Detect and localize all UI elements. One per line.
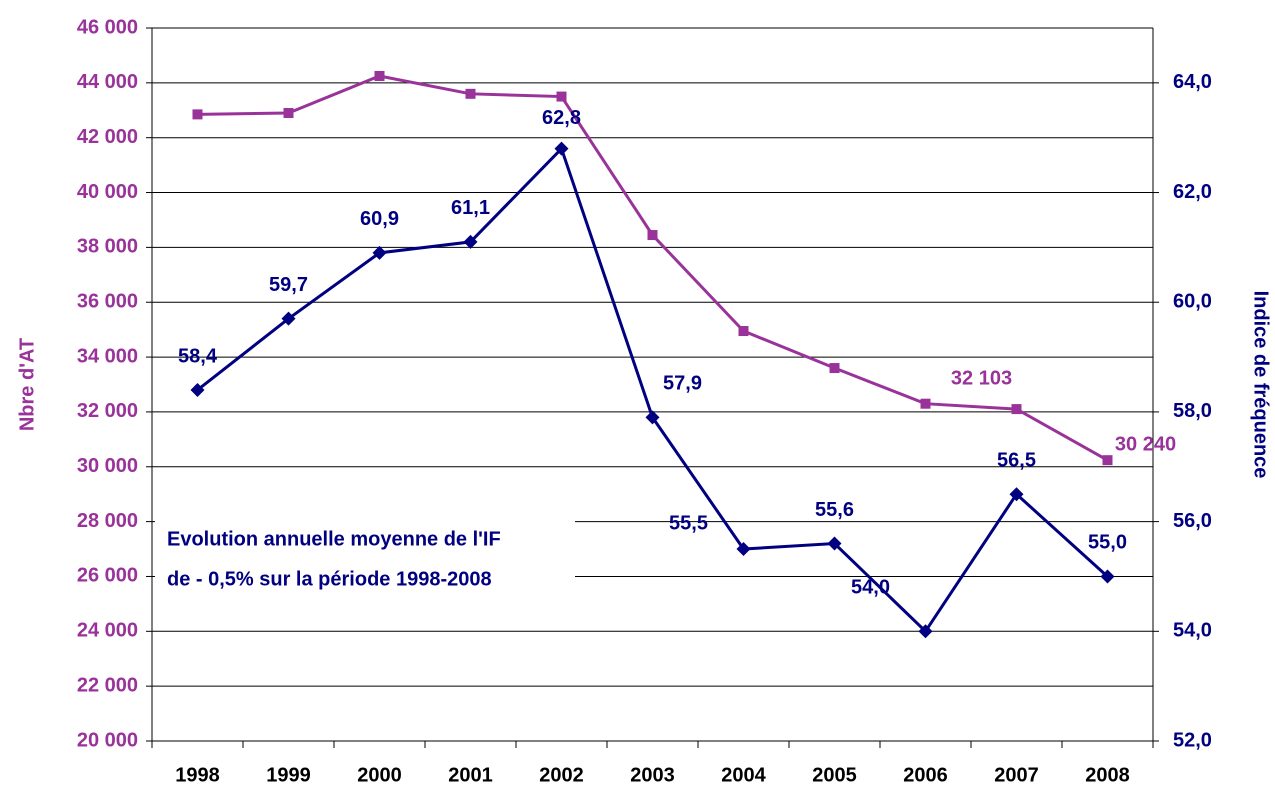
marker <box>1100 569 1115 584</box>
value-label: 56,5 <box>997 449 1036 471</box>
y2-tick-label: 64,0 <box>1173 71 1212 93</box>
marker <box>554 141 569 156</box>
marker <box>463 234 478 249</box>
value-label: 55,5 <box>669 512 708 534</box>
y2-tick-label: 52,0 <box>1173 729 1212 751</box>
y-tick-label: 32 000 <box>77 400 138 422</box>
annotation-text: Evolution annuelle moyenne de l'IF <box>167 528 501 550</box>
annotation: Evolution annuelle moyenne de l'IF de - 0… <box>155 520 575 596</box>
x-tick-label: 2007 <box>994 764 1039 786</box>
value-label: 57,9 <box>663 373 702 395</box>
x-tick-label: 1999 <box>266 764 311 786</box>
marker <box>1102 455 1113 466</box>
marker <box>736 542 751 557</box>
x-tick-label: 2001 <box>448 764 493 786</box>
marker <box>645 410 660 425</box>
marker <box>556 91 567 102</box>
marker <box>738 326 749 337</box>
marker <box>918 624 933 639</box>
y2-tick-label: 62,0 <box>1173 181 1212 203</box>
marker <box>190 382 205 397</box>
y-tick-label: 26 000 <box>77 565 138 587</box>
value-label: 61,1 <box>451 197 490 219</box>
marker <box>647 230 658 241</box>
value-label: 58,4 <box>178 345 218 367</box>
value-label: 62,8 <box>542 107 581 129</box>
marker <box>1009 487 1024 502</box>
y-tick-label: 22 000 <box>77 674 138 696</box>
y-tick-label: 46 000 <box>77 16 138 38</box>
x-tick-label: 2002 <box>539 764 584 786</box>
series-line <box>197 74 1109 462</box>
marker <box>192 109 203 120</box>
marker <box>465 88 476 99</box>
value-label: 30 240 <box>1115 433 1176 455</box>
value-label: 59,7 <box>269 274 308 296</box>
marker <box>374 70 385 81</box>
y-tick-label: 38 000 <box>77 236 138 258</box>
value-label: 60,9 <box>360 208 399 230</box>
marker <box>829 363 840 374</box>
y2-tick-label: 54,0 <box>1173 620 1212 642</box>
x-tick-label: 2005 <box>812 764 857 786</box>
value-label: 54,0 <box>851 577 890 599</box>
marker <box>827 536 842 551</box>
x-tick-label: 2003 <box>630 764 675 786</box>
marker <box>372 245 387 260</box>
y-tick-label: 34 000 <box>77 345 138 367</box>
y-tick-label: 24 000 <box>77 620 138 642</box>
y-tick-label: 28 000 <box>77 510 138 532</box>
value-label: 32 103 <box>951 367 1012 389</box>
annotation-text: de - 0,5% sur la période 1998-2008 <box>167 568 492 590</box>
y2-axis-title: Indice de fréquence <box>1250 291 1272 479</box>
y-tick-label: 36 000 <box>77 291 138 313</box>
x-tick-label: 2004 <box>721 764 766 786</box>
x-tick-label: 2008 <box>1085 764 1130 786</box>
annotation-box <box>155 520 575 596</box>
marker <box>920 398 931 409</box>
y-tick-label: 30 000 <box>77 455 138 477</box>
y-tick-label: 44 000 <box>77 71 138 93</box>
y2-tick-label: 60,0 <box>1173 291 1212 313</box>
x-tick-label: 1998 <box>175 764 220 786</box>
y-axis-title: Nbre d'AT <box>16 338 38 431</box>
y2-tick-label: 58,0 <box>1173 400 1212 422</box>
y-tick-label: 20 000 <box>77 729 138 751</box>
marker <box>283 108 294 119</box>
marker <box>281 311 296 326</box>
y2-tick-label: 56,0 <box>1173 510 1212 532</box>
marker <box>1011 404 1022 415</box>
x-tick-label: 2006 <box>903 764 948 786</box>
value-label: 55,6 <box>815 499 854 521</box>
y-tick-label: 40 000 <box>77 181 138 203</box>
x-tick-label: 2000 <box>357 764 402 786</box>
value-label: 55,0 <box>1088 532 1127 554</box>
y-tick-label: 42 000 <box>77 126 138 148</box>
